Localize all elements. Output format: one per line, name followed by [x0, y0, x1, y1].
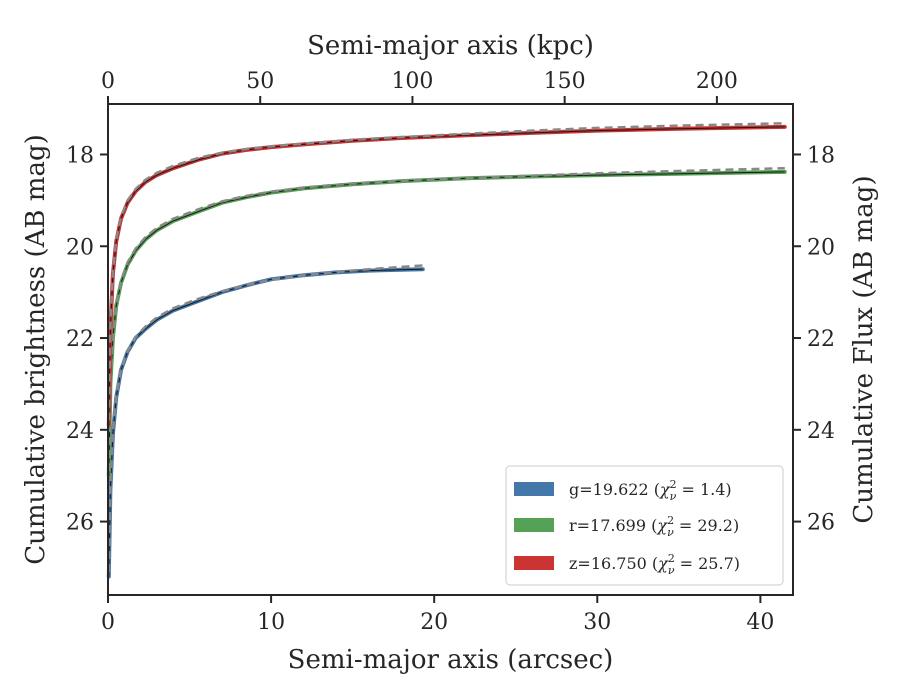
legend-entry-g-sup: 2 — [670, 478, 677, 491]
y-tick-label: 18 — [66, 143, 94, 168]
legend-entry-z-sup: 2 — [668, 552, 675, 565]
legend-entry-g-chi: χ — [659, 480, 671, 499]
legend-entry-r-main: r=17.699 ( — [569, 516, 657, 535]
legend-entry-r-sub: ν — [667, 526, 674, 539]
x2-tick-label: 150 — [544, 69, 586, 94]
x2-tick-label: 50 — [246, 69, 274, 94]
y-tick-label: 26 — [66, 511, 94, 536]
y2-tick-label: 18 — [807, 143, 835, 168]
y-tick-label: 22 — [66, 327, 94, 352]
y2-tick-label: 22 — [807, 327, 835, 352]
legend-entry-z-sub: ν — [668, 564, 675, 577]
y2-tick-label: 20 — [807, 235, 835, 260]
y2-tick-label: 26 — [807, 511, 835, 536]
model-line-z — [107, 122, 785, 421]
legend-swatch-g — [514, 482, 554, 496]
series-layer — [106, 122, 787, 579]
legend-entry-z: z=16.750 (χ2 ν = 25.7) — [569, 552, 740, 577]
y2-axis-label: Cumulative Flux (AB mag) — [849, 175, 879, 523]
legend-entry-z-main: z=16.750 ( — [569, 554, 658, 573]
y-axis-label: Cumulative brightness (AB mag) — [21, 134, 51, 565]
x-tick-label: 20 — [420, 610, 448, 635]
legend-entry-g: g=19.622 (χ2 ν = 1.4) — [569, 478, 732, 503]
x-tick-label: 30 — [583, 610, 611, 635]
x2-tick-label: 0 — [101, 69, 115, 94]
legend-box — [505, 465, 784, 586]
legend-swatch-r — [514, 518, 554, 532]
plot-frame — [107, 103, 794, 596]
x-tick-label: 0 — [101, 610, 115, 635]
series-core-z — [108, 126, 785, 426]
legend-swatch-z — [514, 556, 554, 570]
legend-entry-z-chi: χ — [657, 554, 669, 573]
model-line-r — [107, 166, 785, 472]
x2-axis-label: Semi-major axis (kpc) — [307, 31, 594, 61]
legend: g=19.622 (χ2 ν = 1.4) r=17.699 (χ2 ν = 29.… — [505, 465, 784, 586]
legend-entry-r: r=17.699 (χ2 ν = 29.2) — [569, 514, 739, 539]
ticks-layer: 0 10 20 30 400 50 100 150 2001820222426182022242… — [66, 69, 835, 635]
x-tick-label: 10 — [257, 610, 285, 635]
x-tick-label: 40 — [746, 610, 774, 635]
legend-entry-z-tail: = 25.7) — [675, 554, 740, 573]
legend-entry-g-sub: ν — [670, 490, 677, 503]
legend-entry-r-chi: χ — [656, 516, 668, 535]
y2-tick-label: 24 — [807, 419, 835, 444]
model-line-g — [107, 264, 423, 573]
x-axis-label: Semi-major axis (arcsec) — [288, 645, 614, 675]
x2-tick-label: 100 — [391, 69, 433, 94]
legend-entry-g-main: g=19.622 ( — [569, 480, 660, 499]
x2-tick-label: 200 — [696, 69, 738, 94]
legend-entry-g-tail: = 1.4) — [676, 480, 731, 499]
legend-entry-r-tail: = 29.2) — [674, 516, 739, 535]
y-tick-label: 24 — [66, 419, 94, 444]
y-tick-label: 20 — [66, 235, 94, 260]
legend-entry-r-sup: 2 — [667, 514, 674, 527]
